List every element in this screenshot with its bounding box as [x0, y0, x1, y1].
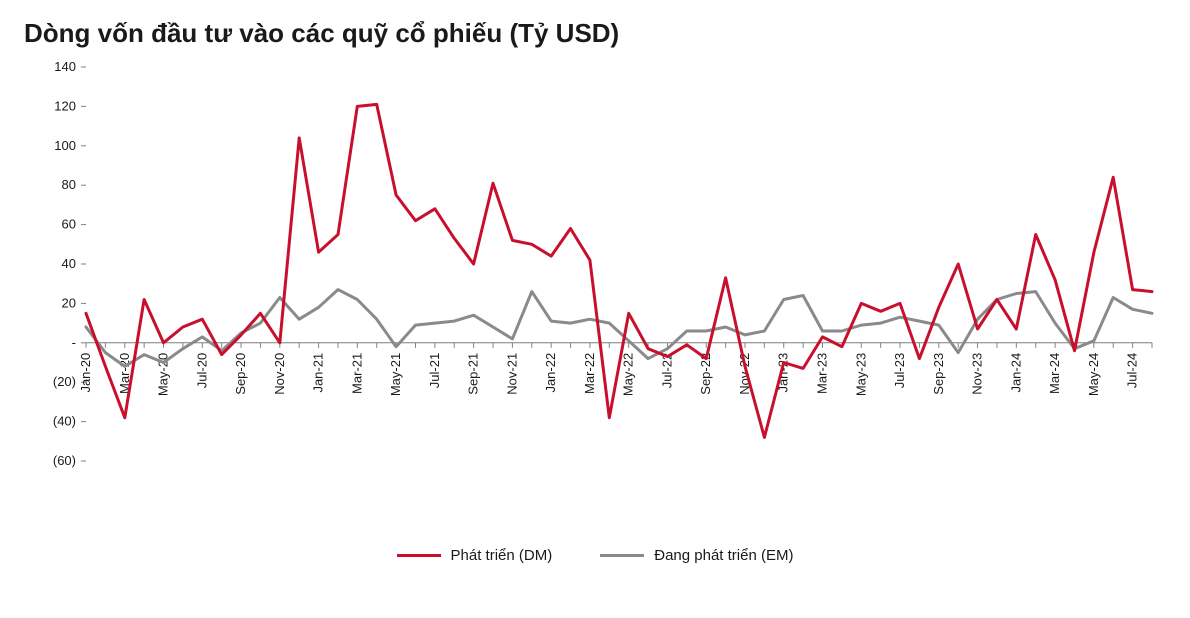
svg-text:Nov-23: Nov-23: [970, 353, 985, 395]
svg-text:120: 120: [54, 98, 76, 113]
chart-title: Dòng vốn đầu tư vào các quỹ cổ phiếu (Tỷ…: [24, 18, 1166, 49]
svg-text:May-23: May-23: [853, 353, 868, 396]
svg-text:(40): (40): [53, 414, 76, 429]
svg-text:Jul-22: Jul-22: [659, 353, 674, 388]
svg-text:Jan-20: Jan-20: [78, 353, 93, 393]
svg-text:Sep-21: Sep-21: [466, 353, 481, 395]
svg-text:Nov-20: Nov-20: [272, 353, 287, 395]
legend-swatch-em: [600, 554, 644, 557]
svg-text:Mar-23: Mar-23: [815, 353, 830, 394]
svg-text:Jul-23: Jul-23: [892, 353, 907, 388]
svg-text:140: 140: [54, 59, 76, 74]
legend-item-dm: Phát triển (DM): [397, 547, 553, 564]
line-chart: (60) (40) (20) - 20 40 60 80 100 120 140 Jan-20 Mar-…: [24, 59, 1166, 539]
svg-text:Sep-23: Sep-23: [931, 353, 946, 395]
legend-swatch-dm: [397, 554, 441, 557]
svg-text:Jan-22: Jan-22: [543, 353, 558, 393]
legend-label-em: Đang phát triển (EM): [654, 547, 793, 564]
svg-text:Mar-21: Mar-21: [349, 353, 364, 394]
svg-text:20: 20: [62, 295, 76, 310]
svg-text:(60): (60): [53, 453, 76, 468]
page: Dòng vốn đầu tư vào các quỹ cổ phiếu (Tỷ…: [0, 0, 1190, 618]
svg-text:Mar-24: Mar-24: [1047, 353, 1062, 394]
svg-text:100: 100: [54, 138, 76, 153]
chart-container: (60) (40) (20) - 20 40 60 80 100 120 140 Jan-20 Mar-…: [24, 59, 1166, 539]
svg-text:Jul-24: Jul-24: [1125, 353, 1140, 388]
svg-text:Sep-20: Sep-20: [233, 353, 248, 395]
svg-text:(20): (20): [53, 374, 76, 389]
svg-text:60: 60: [62, 217, 76, 232]
svg-text:Mar-22: Mar-22: [582, 353, 597, 394]
svg-text:Jul-20: Jul-20: [194, 353, 209, 388]
svg-text:May-21: May-21: [388, 353, 403, 396]
svg-text:Jan-24: Jan-24: [1008, 353, 1023, 393]
chart-legend: Phát triển (DM) Đang phát triển (EM): [24, 547, 1166, 564]
svg-text:May-22: May-22: [621, 353, 636, 396]
svg-text:-: -: [72, 335, 76, 350]
svg-text:Nov-21: Nov-21: [504, 353, 519, 395]
svg-text:Jul-21: Jul-21: [427, 353, 442, 388]
svg-text:80: 80: [62, 177, 76, 192]
svg-text:40: 40: [62, 256, 76, 271]
svg-text:Jan-21: Jan-21: [311, 353, 326, 393]
legend-label-dm: Phát triển (DM): [451, 547, 553, 564]
svg-text:May-24: May-24: [1086, 353, 1101, 396]
legend-item-em: Đang phát triển (EM): [600, 547, 793, 564]
